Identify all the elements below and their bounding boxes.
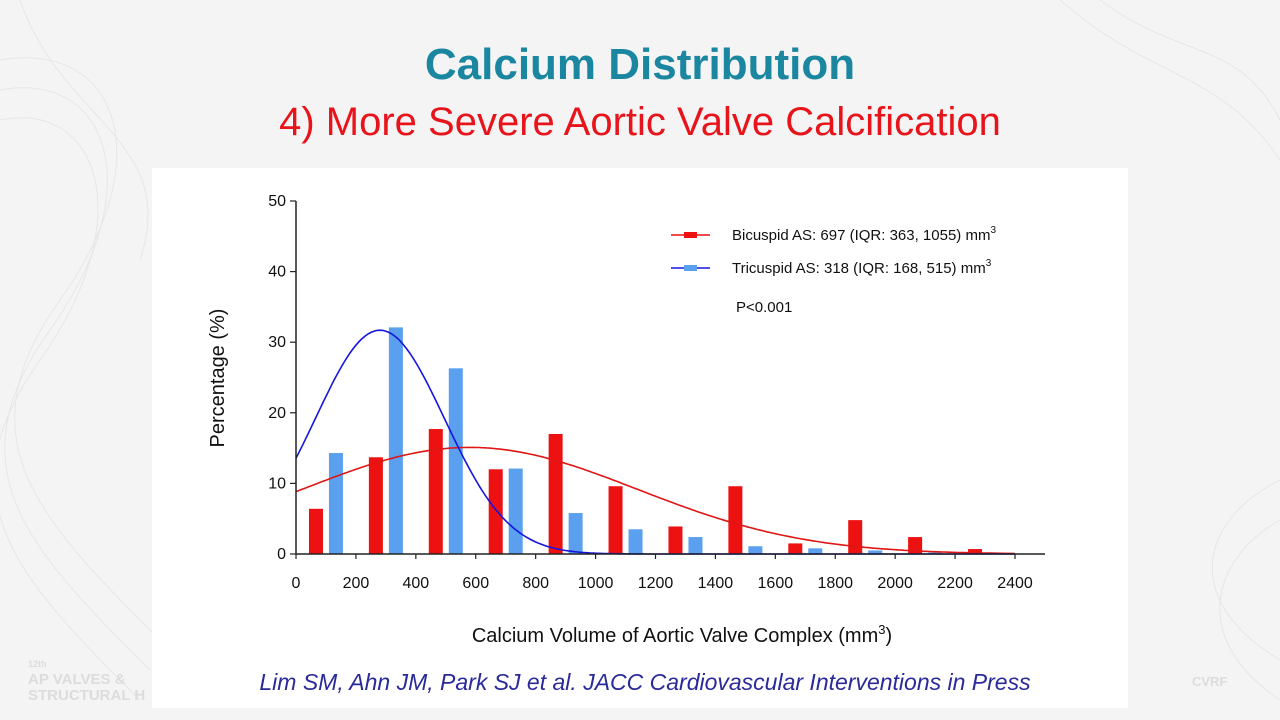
x-axis-label-end: ) [886, 625, 893, 647]
bar-tricuspid [448, 368, 463, 554]
x-axis-label-sup: 3 [878, 622, 885, 637]
bar-tricuspid [628, 529, 643, 554]
x-tick-label: 2200 [937, 575, 973, 592]
event-logo-small: 12th [28, 659, 47, 669]
y-tick-label: 30 [268, 334, 286, 351]
bar-tricuspid [388, 327, 403, 554]
ticks-layer: 0 200 400 600 800 1000 1200 1400 1600 1800 2000 220… [268, 193, 1033, 592]
x-tick-label: 1200 [638, 575, 674, 592]
y-tick-label: 40 [268, 264, 286, 281]
x-axis-label-text: Calcium Volume of Aortic Valve Complex (… [472, 625, 878, 647]
y-axis-label: Percentage (%) [207, 309, 229, 448]
legend-tricuspid-label: Tricuspid AS: 318 (IQR: 168, 515) mm3 [732, 258, 992, 277]
x-tick-label: 1400 [698, 575, 734, 592]
bar-tricuspid [688, 537, 703, 554]
fit-curve-tricuspid [295, 329, 1015, 555]
event-logo-line2: STRUCTURAL H [28, 687, 146, 704]
bar-bicuspid [308, 508, 323, 554]
x-tick-label: 1000 [578, 575, 614, 592]
x-tick-label: 1600 [758, 575, 794, 592]
chart-panel [152, 168, 1128, 708]
y-tick-label: 50 [268, 193, 286, 210]
slide-title: Calcium Distribution [424, 40, 856, 89]
legend-tricuspid-sup: 3 [986, 258, 992, 269]
legend-tricuspid-swatch [684, 265, 697, 271]
x-tick-label: 200 [343, 575, 370, 592]
x-tick-label: 800 [522, 575, 549, 592]
slide-subtitle: 4) More Severe Aortic Valve Calcificatio… [279, 100, 1001, 144]
bar-tricuspid [508, 468, 523, 554]
x-tick-label: 2400 [997, 575, 1033, 592]
bar-tricuspid [868, 550, 883, 554]
fit-curve-bicuspid [295, 446, 1016, 555]
legend-bicuspid-text: Bicuspid AS: 697 (IQR: 363, 1055) mm [732, 227, 990, 244]
citation: Lim SM, Ahn JM, Park SJ et al. JACC Card… [259, 669, 1031, 695]
x-tick-label: 600 [462, 575, 489, 592]
x-tick-label: 0 [292, 575, 301, 592]
bar-bicuspid [908, 537, 923, 554]
bar-bicuspid [728, 486, 743, 554]
y-tick-label: 20 [268, 405, 286, 422]
y-tick-label: 0 [277, 546, 286, 563]
histogram-chart: 0 200 400 600 800 1000 1200 1400 1600 1800 2000 220… [207, 193, 1045, 647]
x-tick-label: 400 [402, 575, 429, 592]
bar-bicuspid [368, 457, 383, 554]
bar-tricuspid [748, 546, 763, 554]
axes-layer [295, 201, 1045, 555]
bars-layer [308, 327, 1003, 554]
event-logo-line1: AP VALVES & [28, 671, 126, 688]
bar-bicuspid [428, 429, 443, 554]
bar-tricuspid [568, 513, 583, 554]
curves-layer [295, 329, 1016, 555]
bar-tricuspid [328, 453, 343, 554]
bar-bicuspid [848, 520, 863, 554]
x-axis-label: Calcium Volume of Aortic Valve Complex (… [472, 622, 892, 647]
legend: Bicuspid AS: 697 (IQR: 363, 1055) mm3 Tr… [671, 225, 996, 316]
p-value-annotation: P<0.001 [736, 299, 792, 316]
bar-bicuspid [968, 549, 983, 554]
legend-bicuspid-swatch [684, 232, 697, 238]
bar-bicuspid [548, 433, 563, 554]
legend-bicuspid-label: Bicuspid AS: 697 (IQR: 363, 1055) mm3 [732, 225, 996, 244]
event-logo: 12th AP VALVES & STRUCTURAL H [28, 656, 145, 704]
legend-bicuspid-sup: 3 [990, 225, 996, 236]
bar-bicuspid [488, 469, 503, 554]
bar-bicuspid [668, 526, 683, 554]
bar-bicuspid [788, 543, 803, 554]
cvrf-logo: CVRF [1192, 674, 1228, 689]
bar-tricuspid [808, 548, 823, 554]
bar-bicuspid [608, 486, 623, 554]
legend-tricuspid-text: Tricuspid AS: 318 (IQR: 168, 515) mm [732, 260, 986, 277]
y-tick-label: 10 [268, 475, 286, 492]
x-tick-label: 2000 [877, 575, 913, 592]
x-tick-label: 1800 [817, 575, 853, 592]
